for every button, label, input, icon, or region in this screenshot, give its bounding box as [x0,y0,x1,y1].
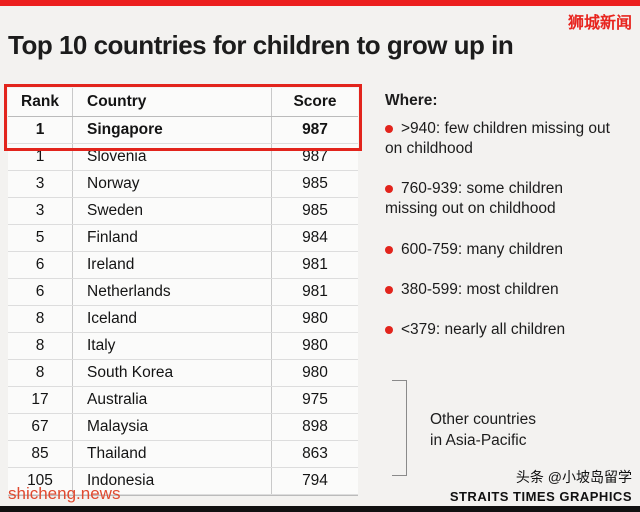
score-cell: 981 [302,283,328,300]
bullet-icon [385,125,393,133]
country-cell: Sweden [73,198,272,224]
footer-site-link: shicheng.news [8,484,121,503]
ranking-table: Rank Country Score 1 Singapore 987 1 Slo… [8,88,358,496]
legend-item-label: >940: few children missing out on childh… [385,120,610,158]
legend-item-label: 380-599: most children [401,280,559,298]
header-country: Country [73,88,272,116]
bullet-icon [385,285,393,294]
table-row: 105 Indonesia 794 [8,468,358,495]
rank-cell: 105 [8,468,73,494]
country-cell: Australia [73,387,272,413]
table-row: 1 Slovenia 987 [8,144,358,171]
country-cell: Netherlands [73,279,272,305]
rank-cell: 1 [8,117,73,143]
table-header-row: Rank Country Score [8,88,358,117]
score-cell: 898 [302,418,328,435]
table-row: 3 Norway 985 [8,171,358,198]
score-cell: 980 [302,310,328,327]
bullet-icon [385,245,393,254]
table-row: 6 Netherlands 981 [8,279,358,306]
legend-item: 380-599: most children [385,280,617,300]
footer-account: 头条 @小坡岛留学 [515,469,632,485]
footer-source: STRAITS TIMES GRAPHICS [449,489,632,504]
table-row: 6 Ireland 981 [8,252,358,279]
legend-item-label: 600-759: many children [401,240,563,258]
score-cell: 985 [302,175,328,192]
country-cell: Finland [73,225,272,251]
legend: Where: >940: few children missing out on… [385,92,617,360]
rank-cell: 8 [8,333,73,359]
page-title: Top 10 countries for children to grow up… [8,30,514,60]
country-cell: Norway [73,171,272,197]
legend-item: 600-759: many children [385,240,617,260]
country-cell: South Korea [73,360,272,386]
table-row: 3 Sweden 985 [8,198,358,225]
country-cell: Italy [73,333,272,359]
rank-cell: 85 [8,441,73,467]
bracket-label-line1: Other countries [430,411,536,428]
rank-cell: 6 [8,279,73,305]
rank-cell: 1 [8,144,73,170]
bullet-icon [385,325,393,334]
score-cell: 863 [302,445,328,462]
rank-cell: 3 [8,171,73,197]
country-cell: Indonesia [73,468,272,494]
rank-cell: 8 [8,306,73,332]
bracket-icon [392,380,407,476]
header-rank: Rank [8,88,73,116]
footer-credits: 头条 @小坡岛留学 STRAITS TIMES GRAPHICS [450,467,632,504]
country-cell: Thailand [73,441,272,467]
table-row: 17 Australia 975 [8,387,358,414]
score-cell: 984 [302,229,328,246]
country-cell: Ireland [73,252,272,278]
table-row: 5 Finland 984 [8,225,358,252]
rank-cell: 17 [8,387,73,413]
rank-cell: 3 [8,198,73,224]
legend-item-label: <379: nearly all children [401,320,566,338]
rank-cell: 6 [8,252,73,278]
legend-item: >940: few children missing out on childh… [385,119,617,159]
score-cell: 980 [302,364,328,381]
table-row: 8 Italy 980 [8,333,358,360]
table-row: 85 Thailand 863 [8,441,358,468]
country-cell: Singapore [73,117,272,143]
country-cell: Malaysia [73,414,272,440]
bullet-icon [385,185,393,194]
score-cell: 980 [302,337,328,354]
header-score: Score [293,93,337,110]
rank-cell: 67 [8,414,73,440]
table-row: 67 Malaysia 898 [8,414,358,441]
table-row: 8 Iceland 980 [8,306,358,333]
legend-item: 760-939: some children missing out on ch… [385,179,617,219]
score-cell: 975 [302,391,328,408]
legend-item: <379: nearly all children [385,320,617,340]
bracket-label: Other countries in Asia-Pacific [430,410,536,452]
watermark: 狮城新闻 [567,15,632,32]
bracket-label-line2: in Asia-Pacific [430,431,527,449]
legend-title: Where: [385,92,438,109]
legend-item-label: 760-939: some children missing out on ch… [385,180,563,218]
country-cell: Iceland [73,306,272,332]
score-cell: 985 [302,202,328,219]
score-cell: 987 [302,121,328,138]
rank-cell: 8 [8,360,73,386]
score-cell: 794 [302,472,328,489]
table-row: 8 South Korea 980 [8,360,358,387]
country-cell: Slovenia [73,144,272,170]
top-red-bar [0,0,640,6]
rank-cell: 5 [8,225,73,251]
score-cell: 981 [302,256,328,273]
bottom-black-bar [0,506,640,512]
table-row: 1 Singapore 987 [8,117,358,144]
score-cell: 987 [302,148,328,165]
